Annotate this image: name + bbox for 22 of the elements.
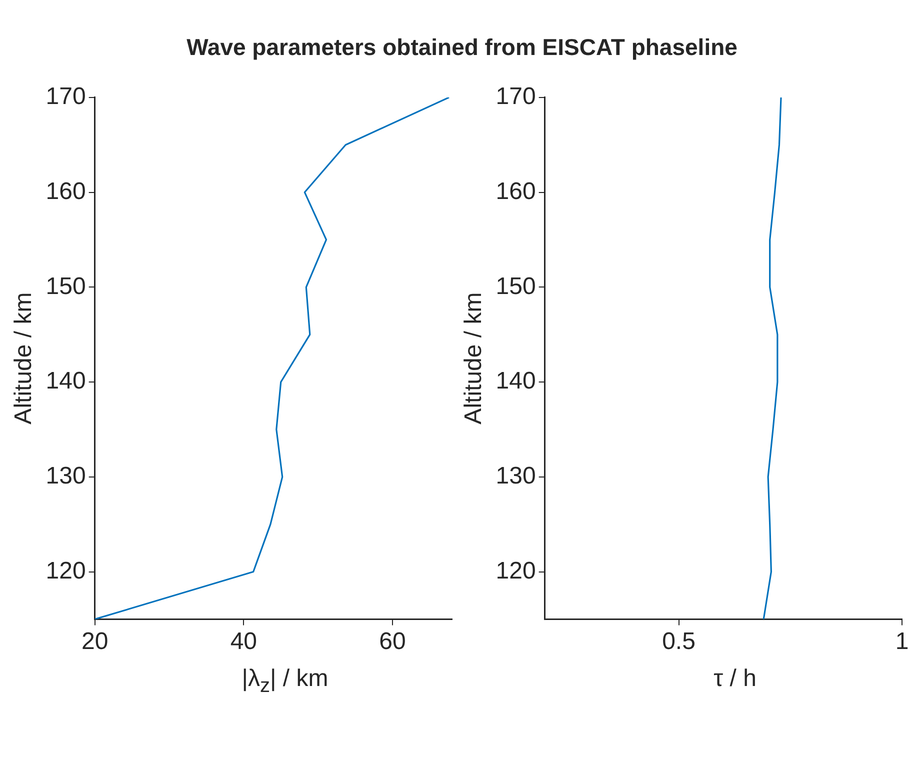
- y-tick-label: 160: [46, 178, 86, 205]
- y-tick-label: 170: [496, 83, 536, 110]
- y-tick-label: 150: [46, 272, 86, 300]
- y-tick-label: 120: [496, 557, 536, 584]
- y-tick-label: 170: [46, 83, 86, 110]
- y-tick-label: 160: [496, 178, 536, 205]
- y-tick-label: 130: [496, 462, 536, 490]
- x-tick-label: 40: [230, 628, 258, 656]
- x-tick-label: 0.5: [662, 628, 696, 656]
- y-tick-label: 120: [46, 557, 86, 584]
- x-axis-title: |λ$_{z}$| / km: [240, 665, 330, 698]
- chart-title: Wave parameters obtained from EISCAT phaseline: [186, 34, 738, 61]
- y-tick-label: 140: [496, 368, 536, 395]
- x-tick-label: 60: [379, 628, 406, 656]
- y-tick-label: 140: [46, 368, 86, 395]
- y-tick-label: 130: [46, 462, 86, 490]
- y-tick-label: 150: [496, 272, 536, 300]
- x-axis-title: τ / h: [712, 665, 758, 693]
- x-tick-label: 1: [895, 628, 909, 656]
- x-tick-label: 20: [81, 628, 108, 656]
- y-axis-title: Altitude / km: [10, 292, 38, 424]
- y-axis-title: Altitude / km: [460, 292, 488, 424]
